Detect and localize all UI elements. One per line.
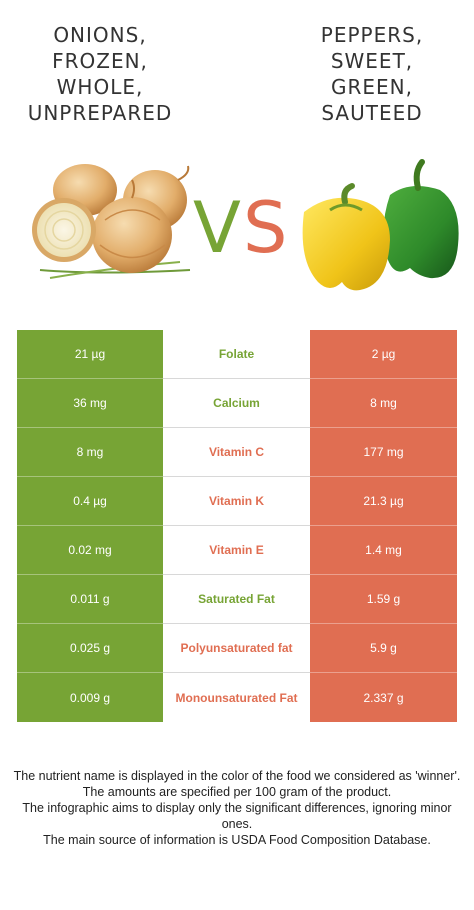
- footer-note: The amounts are specified per 100 gram o…: [82, 785, 392, 799]
- right-food-title: PEPPERS, SWEET, GREEN, SAUTEED: [272, 22, 472, 126]
- right-value: 21.3 µg: [310, 477, 457, 526]
- footer-note: The infographic aims to display only the…: [22, 801, 452, 831]
- left-title-line: FROZEN,: [52, 49, 148, 73]
- nutrient-row: 0.011 g Saturated Fat 1.59 g: [17, 575, 457, 624]
- nutrient-row: 0.4 µg Vitamin K 21.3 µg: [17, 477, 457, 526]
- nutrient-row: 0.025 g Polyunsaturated fat 5.9 g: [17, 624, 457, 673]
- left-food-title: ONIONS, FROZEN, WHOLE, UNPREPARED: [0, 22, 200, 126]
- nutrient-row: 0.02 mg Vitamin E 1.4 mg: [17, 526, 457, 575]
- left-value: 36 mg: [17, 379, 163, 428]
- footer-notes: The nutrient name is displayed in the co…: [10, 768, 464, 848]
- right-title-line: GREEN,: [331, 75, 413, 99]
- nutrient-row: 8 mg Vitamin C 177 mg: [17, 428, 457, 477]
- right-title-line: SAUTEED: [321, 101, 423, 125]
- nutrient-comparison-table: 21 µg Folate 2 µg 36 mg Calcium 8 mg 8 mg Vitam…: [17, 330, 457, 722]
- versus-v: V: [193, 187, 241, 269]
- left-title-line: UNPREPARED: [27, 101, 173, 125]
- onion-image: [32, 164, 191, 279]
- left-value: 21 µg: [17, 330, 163, 379]
- right-value: 1.4 mg: [310, 526, 457, 575]
- right-value: 177 mg: [310, 428, 457, 477]
- nutrient-name: Folate: [163, 330, 310, 379]
- right-value: 1.59 g: [310, 575, 457, 624]
- nutrient-name: Calcium: [163, 379, 310, 428]
- left-value: 0.02 mg: [17, 526, 163, 575]
- nutrient-row: 0.009 g Monounsaturated Fat 2.337 g: [17, 673, 457, 722]
- nutrient-name: Monounsaturated Fat: [163, 673, 310, 722]
- right-title-line: PEPPERS,: [320, 23, 424, 47]
- right-value: 8 mg: [310, 379, 457, 428]
- versus-s: S: [243, 187, 288, 269]
- nutrient-name: Saturated Fat: [163, 575, 310, 624]
- left-value: 0.009 g: [17, 673, 163, 722]
- left-title-line: WHOLE,: [56, 75, 144, 99]
- pepper-image: [302, 159, 459, 291]
- left-value: 0.025 g: [17, 624, 163, 673]
- right-title-line: SWEET,: [330, 49, 414, 73]
- nutrient-name: Vitamin C: [163, 428, 310, 477]
- footer-note: The nutrient name is displayed in the co…: [13, 769, 461, 783]
- nutrient-row: 21 µg Folate 2 µg: [17, 330, 457, 379]
- nutrient-name: Vitamin E: [163, 526, 310, 575]
- left-value: 0.011 g: [17, 575, 163, 624]
- right-value: 2 µg: [310, 330, 457, 379]
- versus-label: V S: [185, 188, 295, 268]
- right-value: 5.9 g: [310, 624, 457, 673]
- nutrient-name: Vitamin K: [163, 477, 310, 526]
- footer-note: The main source of information is USDA F…: [43, 833, 431, 847]
- nutrient-row: 36 mg Calcium 8 mg: [17, 379, 457, 428]
- left-title-line: ONIONS,: [53, 23, 147, 47]
- left-value: 8 mg: [17, 428, 163, 477]
- nutrient-name: Polyunsaturated fat: [163, 624, 310, 673]
- right-value: 2.337 g: [310, 673, 457, 722]
- left-value: 0.4 µg: [17, 477, 163, 526]
